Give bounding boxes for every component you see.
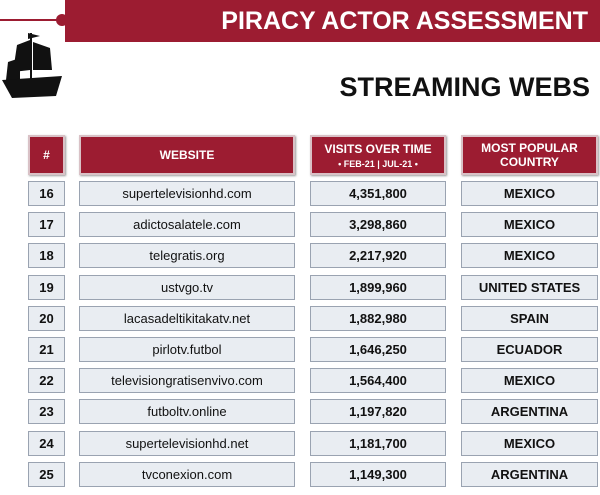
column-header-text: MOST POPULAR COUNTRY [481, 141, 578, 169]
column-header: VISITS OVER TIME • FEB-21 | JUL-21 • [310, 135, 446, 175]
column-header: WEBSITE [79, 135, 295, 175]
row-number: 16 [28, 181, 65, 206]
country: ARGENTINA [461, 461, 598, 487]
website: tvconexion.com [79, 461, 295, 487]
country: MEXICO [461, 181, 598, 206]
website: adictosalatele.com [79, 212, 295, 238]
country: MEXICO [461, 243, 598, 269]
logo-decoration [0, 14, 68, 98]
row-number: 20 [28, 305, 65, 331]
column-header-text: # [43, 148, 50, 162]
row-number: 22 [28, 368, 65, 394]
visits: 1,197,820 [310, 399, 446, 425]
visits: 3,298,860 [310, 212, 446, 238]
country: MEXICO [461, 212, 598, 238]
visits: 1,646,250 [310, 337, 446, 362]
column-note: • FEB-21 | JUL-21 • [338, 158, 418, 169]
website: telegratis.org [79, 243, 295, 269]
row-number: 25 [28, 461, 65, 487]
country: ECUADOR [461, 337, 598, 362]
visits: 1,564,400 [310, 368, 446, 394]
row-number: 19 [28, 274, 65, 300]
country: ARGENTINA [461, 399, 598, 425]
pirate-ship-icon [2, 33, 62, 98]
website: pirlotv.futbol [79, 337, 295, 362]
visits: 1,882,980 [310, 305, 446, 331]
country: UNITED STATES [461, 274, 598, 300]
country: MEXICO [461, 430, 598, 456]
row-number: 23 [28, 399, 65, 425]
visits: 4,351,800 [310, 181, 446, 206]
column-header: MOST POPULAR COUNTRY [461, 135, 598, 175]
visits: 1,899,960 [310, 274, 446, 300]
column-header-text: VISITS OVER TIME [324, 141, 432, 156]
header-subtitle: STREAMING WEBS [339, 72, 590, 102]
country: MEXICO [461, 368, 598, 394]
website: supertelevisionhd.net [79, 430, 295, 456]
country: SPAIN [461, 305, 598, 331]
row-number: 24 [28, 430, 65, 456]
row-number: 21 [28, 337, 65, 362]
column-header-text: WEBSITE [159, 148, 215, 162]
visits: 2,217,920 [310, 243, 446, 269]
visits: 1,149,300 [310, 461, 446, 487]
website: televisiongratisenvivo.com [79, 368, 295, 394]
column-header: # [28, 135, 65, 175]
website: futboltv.online [79, 399, 295, 425]
website: supertelevisionhd.com [79, 181, 295, 206]
header-title: PIRACY ACTOR ASSESSMENT [65, 0, 600, 42]
website: lacasadeltikitakatv.net [79, 305, 295, 331]
website: ustvgo.tv [79, 274, 295, 300]
row-number: 17 [28, 212, 65, 238]
row-number: 18 [28, 243, 65, 269]
visits: 1,181,700 [310, 430, 446, 456]
